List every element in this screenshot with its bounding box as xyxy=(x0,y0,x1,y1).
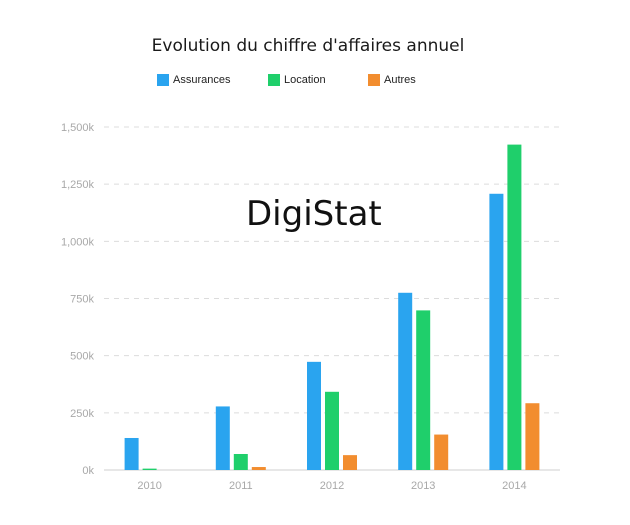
bar-location-2014[interactable] xyxy=(507,144,522,470)
legend-item-autres[interactable]: Autres xyxy=(368,74,416,86)
y-tick-label: 1,250k xyxy=(61,179,95,191)
bar-autres-2013[interactable] xyxy=(434,434,449,470)
y-tick-label: 250k xyxy=(70,408,94,420)
bar-assurances-2011[interactable] xyxy=(215,406,230,470)
bar-location-2013[interactable] xyxy=(416,310,431,470)
y-tick-label: 1,500k xyxy=(61,122,95,134)
legend-label-assurances: Assurances xyxy=(173,74,231,86)
bar-assurances-2010[interactable] xyxy=(124,437,139,470)
x-tick-label: 2012 xyxy=(320,480,344,492)
chart-title: Evolution du chiffre d'affaires annuel xyxy=(151,36,465,56)
legend: Assurances Location Autres xyxy=(0,74,630,90)
legend-label-location: Location xyxy=(284,74,326,86)
x-tick-label: 2011 xyxy=(229,480,253,492)
legend-swatch-assurances xyxy=(157,74,169,86)
y-tick-label: 500k xyxy=(70,351,94,363)
y-tick-label: 750k xyxy=(70,294,94,306)
y-tick-label: 0k xyxy=(82,465,94,477)
x-tick-label: 2013 xyxy=(411,480,435,492)
bar-location-2012[interactable] xyxy=(325,391,339,470)
bar-autres-2011[interactable] xyxy=(251,467,266,470)
bar-autres-2014[interactable] xyxy=(525,403,540,470)
legend-label-autres: Autres xyxy=(384,74,416,86)
x-tick-label: 2014 xyxy=(502,480,526,492)
bar-assurances-2012[interactable] xyxy=(307,361,321,470)
legend-item-assurances[interactable]: Assurances xyxy=(157,74,230,86)
bar-autres-2012[interactable] xyxy=(343,455,357,470)
bar-assurances-2013[interactable] xyxy=(398,292,413,470)
bar-assurances-2014[interactable] xyxy=(489,193,504,470)
bar-location-2010[interactable] xyxy=(142,468,157,470)
watermark-text: DigiStat xyxy=(246,194,382,234)
legend-item-location[interactable]: Location xyxy=(268,74,326,86)
legend-swatch-location xyxy=(268,74,280,86)
y-tick-label: 1,000k xyxy=(61,236,95,248)
bar-location-2011[interactable] xyxy=(233,453,248,470)
x-tick-label: 2010 xyxy=(137,480,161,492)
legend-swatch-autres xyxy=(368,74,380,86)
